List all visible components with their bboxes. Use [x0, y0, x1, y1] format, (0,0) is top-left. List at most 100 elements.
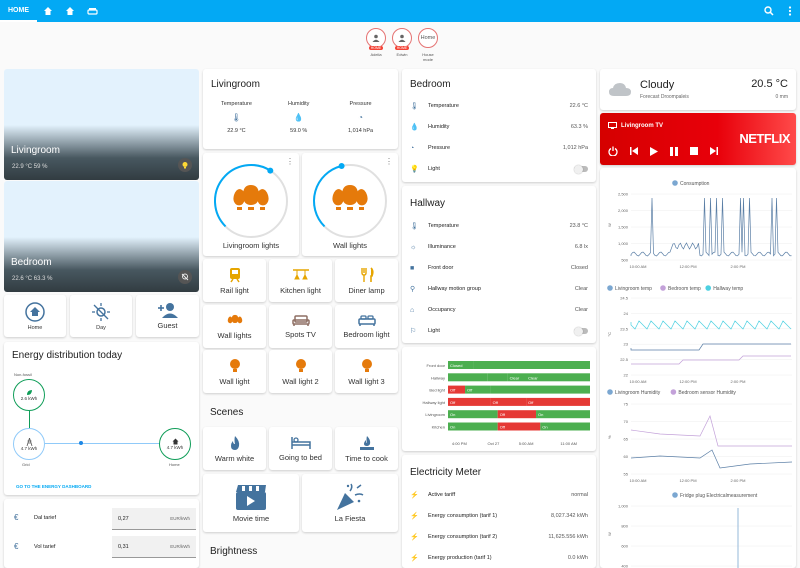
home-node[interactable]: 4.7 kWh — [159, 428, 191, 460]
series-consumption[interactable] — [630, 197, 792, 257]
skip-next-icon[interactable] — [710, 147, 718, 155]
area-card-bedroom[interactable]: Bedroom 22.6 °C 63.3 % — [4, 181, 199, 292]
timeline-segment[interactable] — [490, 385, 590, 394]
timeline-segment[interactable] — [536, 410, 590, 419]
shortcut-day[interactable]: Day — [70, 295, 132, 337]
entity-row-light[interactable]: 💡 Light — [410, 163, 588, 175]
lightbulb-off-icon[interactable] — [178, 270, 192, 284]
entity-row-light[interactable]: ⚐ Light — [410, 325, 588, 337]
light-toggle[interactable] — [574, 164, 588, 174]
light-card-livingroom[interactable]: ⋮ Livingroom lights — [203, 153, 299, 256]
power-icon[interactable] — [608, 146, 618, 156]
series-livingroom-temp[interactable] — [630, 343, 791, 351]
timeline-segment[interactable] — [448, 361, 474, 369]
legend-label[interactable]: Fridge plug Electricalmeasurement — [680, 493, 758, 499]
entity-row-consumption-t1[interactable]: ⚡ Energy consumption (tarif 1) 8,027.342 k… — [410, 513, 588, 520]
timeline-segment[interactable] — [540, 422, 590, 431]
light-dial-handle[interactable] — [267, 167, 274, 174]
button-spots-tv[interactable]: Spots TV — [269, 305, 332, 348]
legend-marker[interactable] — [705, 285, 711, 291]
sensor-pressure[interactable]: Pressure ◔ 1,014 hPa — [348, 101, 374, 134]
tab-home[interactable]: HOME — [0, 0, 37, 22]
tariff-input-dal[interactable]: 0,27 EUR/kWh — [112, 508, 196, 530]
dots-vertical-icon[interactable] — [788, 6, 792, 16]
entity-row-pressure[interactable]: ◔ Pressure 1,012 hPa — [410, 144, 588, 152]
legend-marker[interactable] — [670, 389, 677, 395]
timeline-segment[interactable] — [497, 410, 537, 419]
legend-label[interactable]: Livingroom temp — [615, 286, 652, 292]
pause-icon[interactable] — [670, 146, 678, 156]
timeline-segment[interactable] — [448, 385, 466, 394]
shortcut-home[interactable]: Home — [4, 295, 66, 337]
series-bedroom-temp[interactable] — [631, 355, 791, 365]
media-player-card[interactable]: Livingroom TV NETFLIX — [600, 113, 796, 165]
tab-home-icon[interactable] — [37, 0, 59, 22]
badge-edwin[interactable]: HOME Edwin — [391, 28, 413, 62]
play-icon[interactable] — [650, 146, 658, 156]
timeline-segment[interactable] — [448, 410, 498, 419]
stop-icon[interactable] — [690, 147, 698, 155]
entity-row-consumption-t2[interactable]: ⚡ Energy consumption (tarif 2) 11,625.556 … — [410, 534, 588, 541]
scene-la-fiesta[interactable]: La Fiesta — [302, 474, 398, 532]
legend-label[interactable]: Bedroom sensor Humidity — [678, 390, 736, 396]
area-card-livingroom[interactable]: Livingroom 22.9 °C 59 % — [4, 69, 199, 180]
timeline-segment[interactable] — [487, 373, 508, 382]
timeline-segment[interactable] — [448, 397, 491, 406]
entity-row-temperature[interactable]: 🌡 Temperature 23.8 °C — [410, 223, 588, 230]
legend-marker[interactable] — [607, 285, 613, 291]
series-hallway-temp[interactable] — [630, 320, 792, 330]
lightbulb-icon[interactable] — [178, 158, 192, 172]
nonfossil-node[interactable]: 2.6 kWh — [13, 379, 45, 411]
button-wall-light[interactable]: Wall light — [203, 350, 266, 393]
button-kitchen-light[interactable]: Kitchen light — [269, 259, 332, 302]
series-livingroom-humidity[interactable] — [630, 449, 793, 469]
badge-adelia[interactable]: HOME Adelia — [365, 28, 387, 62]
skip-previous-icon[interactable] — [630, 147, 638, 155]
entity-row-active-tariff[interactable]: ⚡ Active tariff normal — [410, 492, 588, 499]
entity-row-illuminance[interactable]: ☼ Illuminance 6.8 lx — [410, 243, 588, 251]
button-bedroom-light[interactable]: Bedroom light — [335, 305, 398, 348]
legend-label[interactable]: Bedroom temp — [668, 286, 701, 292]
tab-home-2[interactable] — [59, 0, 81, 22]
timeline-segment[interactable] — [526, 397, 590, 406]
timeline-segment[interactable] — [448, 373, 488, 382]
legend-label[interactable]: Livingroom Humidity — [615, 390, 661, 396]
entity-row-front-door[interactable]: ■ Front door Closed — [410, 264, 588, 272]
light-card-wall[interactable]: ⋮ Wall lights — [302, 153, 398, 256]
legend-marker[interactable] — [607, 389, 613, 395]
more-icon[interactable]: ⋮ — [385, 157, 393, 166]
tab-bed[interactable] — [81, 0, 103, 22]
grid-node[interactable]: 4.7 kWh — [13, 428, 45, 460]
sensor-temperature[interactable]: Temperature 🌡 22.9 °C — [221, 101, 252, 134]
legend-marker[interactable] — [660, 285, 666, 291]
timeline-segment[interactable] — [448, 422, 498, 431]
scene-warm-white[interactable]: Warm white — [203, 427, 266, 470]
timeline-segment[interactable] — [473, 361, 590, 369]
legend-label[interactable]: Hallway temp — [713, 286, 743, 292]
button-diner-lamp[interactable]: Diner lamp — [335, 259, 398, 302]
light-dial-level[interactable] — [214, 164, 271, 228]
scene-time-to-cook[interactable]: Time to cook — [335, 427, 398, 470]
timeline-segment[interactable] — [497, 422, 541, 431]
light-dial-handle[interactable] — [338, 162, 345, 169]
scene-going-to-bed[interactable]: Going to bed — [269, 427, 332, 470]
legend-marker[interactable] — [672, 492, 678, 498]
timeline-segment[interactable] — [490, 397, 527, 406]
timeline-segment[interactable] — [465, 385, 491, 394]
tariff-input-vol[interactable]: 0,31 EUR/kWh — [112, 536, 196, 558]
button-wall-lights[interactable]: Wall lights — [203, 305, 266, 348]
light-dial-level[interactable] — [313, 165, 342, 228]
entity-row-occupancy[interactable]: ⌂ Occupancy Clear — [410, 306, 588, 314]
entity-row-production-t1[interactable]: ⚡ Energy production (tarif 1) 0.0 kWh — [410, 555, 588, 562]
light-toggle[interactable] — [574, 326, 588, 336]
series-bedroom-humidity[interactable] — [630, 415, 792, 447]
legend-label[interactable]: Consumption — [680, 181, 710, 187]
timeline-segment[interactable] — [507, 373, 590, 382]
badge-house-mode[interactable]: Home House mode — [417, 28, 439, 62]
entity-row-humidity[interactable]: 💧 Humidity 63.3 % — [410, 124, 588, 131]
weather-card[interactable]: Cloudy Forecast Droompaleis 20.5 °C 0 mm — [600, 69, 796, 110]
shortcut-guest[interactable]: Guest — [136, 295, 199, 337]
scene-movie-time[interactable]: Movie time — [203, 474, 299, 532]
sensor-humidity[interactable]: Humidity 💧 59.0 % — [288, 101, 310, 134]
energy-dashboard-link[interactable]: GO TO THE ENERGY DASHBOARD — [16, 484, 92, 489]
